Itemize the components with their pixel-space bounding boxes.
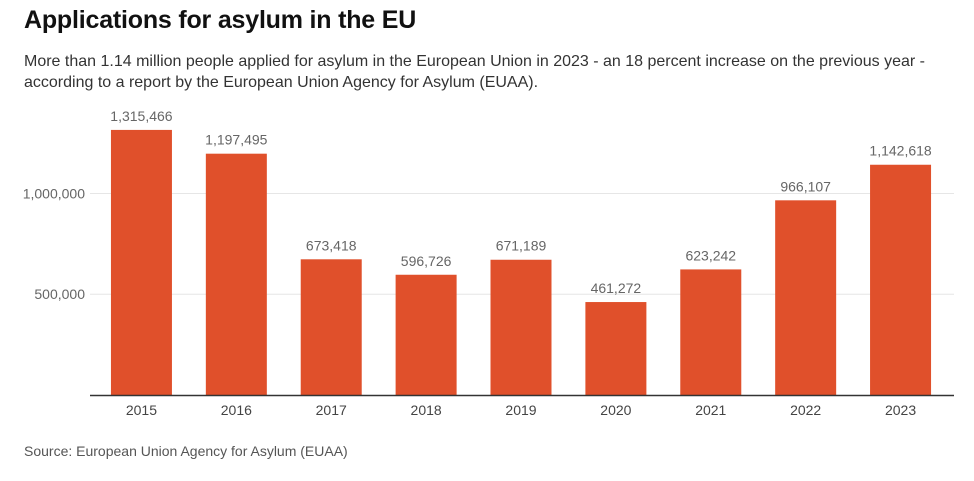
bar-2021 xyxy=(680,269,742,395)
y-tick-label: 500,000 xyxy=(34,286,85,302)
value-label-2018: 596,726 xyxy=(401,253,452,269)
bar-2020 xyxy=(585,302,647,395)
value-label-2023: 1,142,618 xyxy=(869,143,931,159)
value-label-2020: 461,272 xyxy=(591,280,642,296)
x-axis-tick-labels: 2015 2016 2017 2018 2019 2020 2021 2022 2023 xyxy=(126,402,916,418)
value-labels: 1,315,466 1,197,495 673,418 596,726 671,189 4… xyxy=(110,108,932,296)
chart-subtitle: More than 1.14 million people applied fo… xyxy=(24,53,925,91)
value-label-2019: 671,189 xyxy=(496,238,547,254)
bar-2019 xyxy=(490,259,552,395)
x-tick-label-2021: 2021 xyxy=(695,402,726,418)
bar-2016 xyxy=(205,153,267,395)
value-label-2021: 623,242 xyxy=(685,247,736,263)
bar-2015 xyxy=(110,129,172,395)
x-tick-label-2018: 2018 xyxy=(411,402,442,418)
bar-2022 xyxy=(775,200,837,395)
bar-2023 xyxy=(870,164,932,395)
x-tick-label-2017: 2017 xyxy=(316,402,347,418)
chart-title: Applications for asylum in the EU xyxy=(24,6,417,34)
bar-2018 xyxy=(395,274,457,395)
source-note: Source: European Union Agency for Asylum… xyxy=(24,443,348,459)
y-tick-label: 1,000,000 xyxy=(23,185,85,201)
bars xyxy=(110,129,932,395)
bar-2017 xyxy=(300,259,362,395)
x-tick-label-2022: 2022 xyxy=(790,402,821,418)
x-tick-label-2020: 2020 xyxy=(600,402,631,418)
x-tick-label-2019: 2019 xyxy=(505,402,536,418)
y-axis-tick-labels: 500,000 1,000,000 xyxy=(23,185,86,302)
x-tick-label-2016: 2016 xyxy=(221,402,252,418)
value-label-2015: 1,315,466 xyxy=(110,108,172,124)
value-label-2016: 1,197,495 xyxy=(205,132,267,148)
x-tick-label-2023: 2023 xyxy=(885,402,916,418)
value-label-2017: 673,418 xyxy=(306,237,357,253)
x-tick-label-2015: 2015 xyxy=(126,402,157,418)
value-label-2022: 966,107 xyxy=(780,178,831,194)
